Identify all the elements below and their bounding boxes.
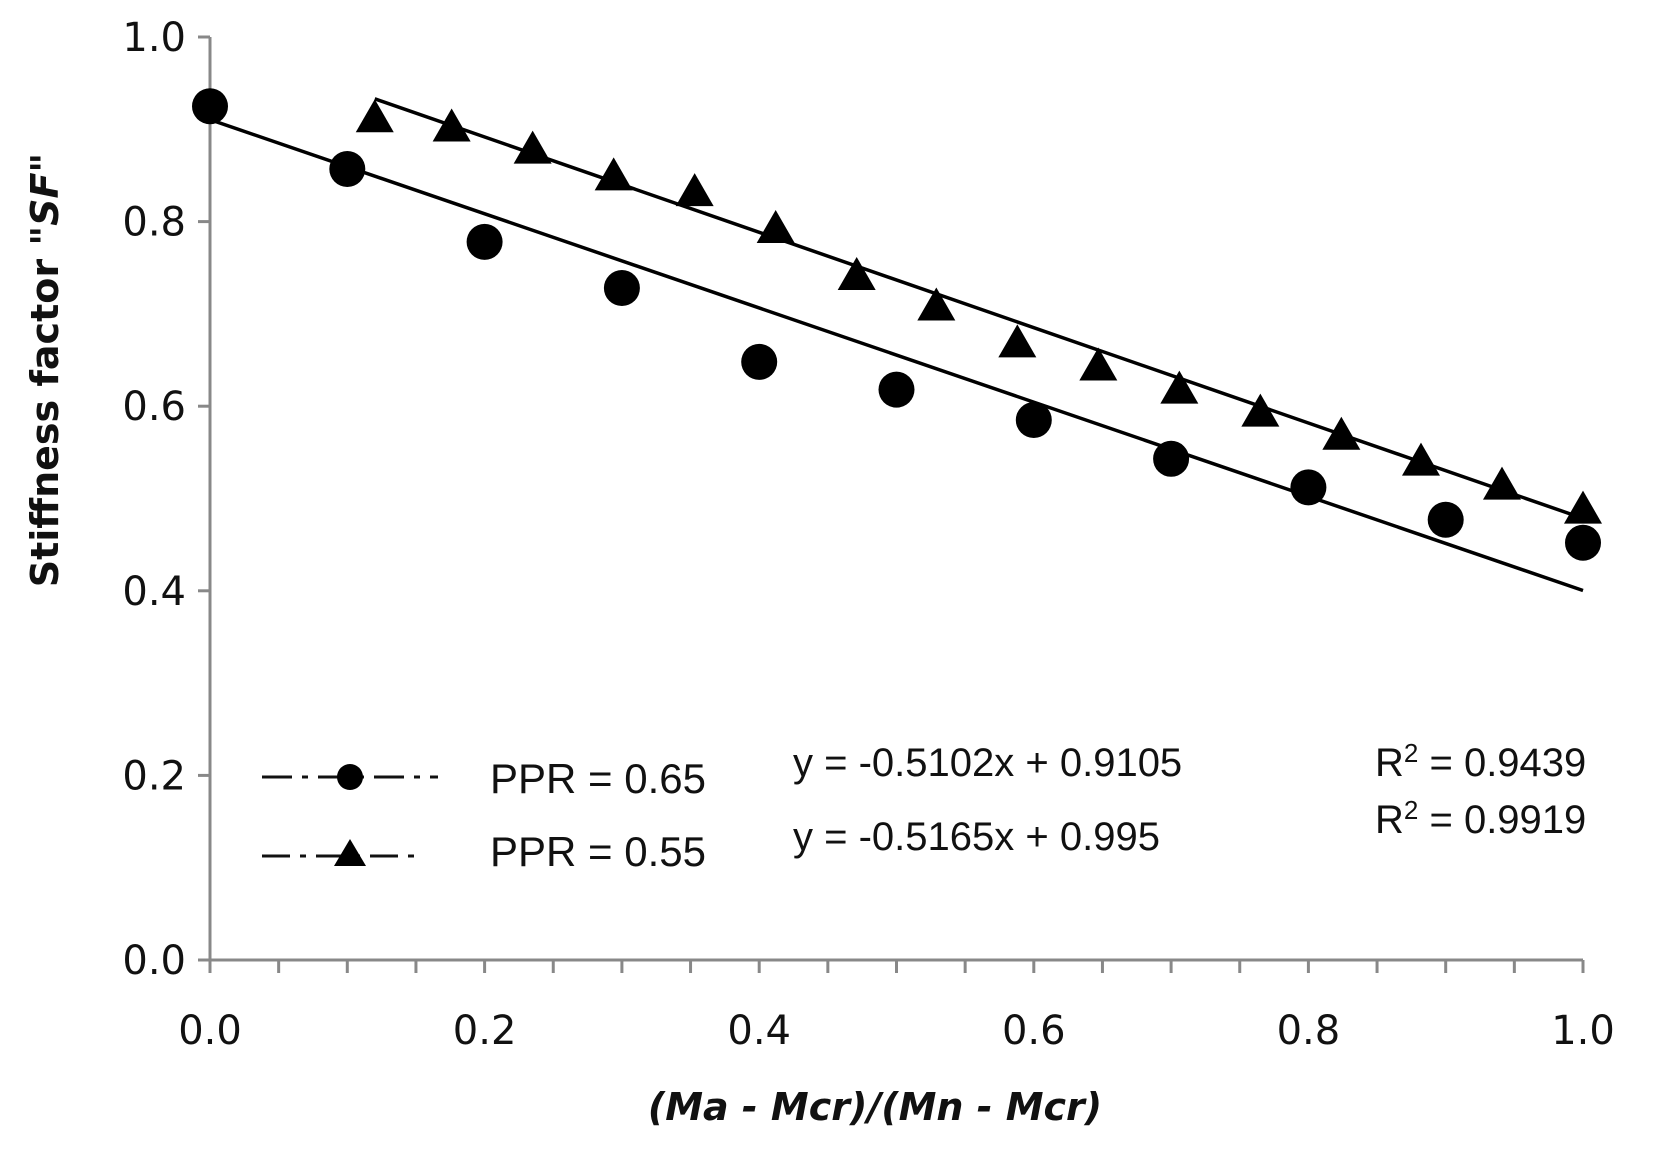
r2-value: = 0.9439 [1418, 741, 1586, 785]
data-points [192, 88, 1602, 561]
point-circle [1565, 524, 1601, 561]
legend-entry-ppr-065: PPR = 0.65 y = -0.5102x + 0.9105 R2 = 0.… [262, 738, 1586, 802]
point-triangle [1322, 416, 1361, 450]
point-triangle [1564, 490, 1602, 524]
r2-superscript: 2 [1404, 738, 1418, 768]
point-circle [329, 150, 366, 187]
legend-label-ppr-065: PPR = 0.65 [490, 755, 706, 802]
r2-superscript: 2 [1404, 795, 1418, 825]
r2-label: R [1375, 741, 1404, 785]
tick-labels: 0.0 0.2 0.4 0.6 0.8 1.0 0.0 0.2 0.4 0.6 0.8 1.0 [122, 15, 1614, 1054]
x-tick-label: 1.0 [1551, 1008, 1615, 1054]
point-triangle [756, 209, 795, 243]
point-circle [603, 270, 640, 307]
x-tick-label: 0.4 [727, 1008, 791, 1054]
r2-label: R [1375, 798, 1404, 842]
point-circle [878, 371, 915, 408]
point-circle [466, 223, 503, 260]
y-tick-label: 0.2 [122, 753, 186, 799]
point-triangle [1241, 393, 1280, 427]
point-triangle [1401, 442, 1440, 476]
legend-equation-ppr-065: y = -0.5102x + 0.9105 [793, 741, 1182, 785]
x-tick-label: 0.6 [1002, 1008, 1066, 1054]
y-tick-label: 0.8 [122, 200, 186, 246]
point-triangle [998, 324, 1037, 358]
point-triangle [1079, 347, 1118, 381]
point-circle [192, 88, 228, 125]
y-axis-title: Stiffness factor "SF" [23, 153, 67, 588]
x-axis-title: (Ma - Mcr)/(Mn - Mcr) [648, 1085, 1102, 1129]
point-circle [1015, 402, 1052, 439]
y-axis-title-suffix: " [23, 153, 67, 173]
x-tick-label: 0.2 [453, 1008, 517, 1054]
legend-entry-ppr-055: PPR = 0.55 y = -0.5165x + 0.995 R2 = 0.9… [262, 795, 1586, 875]
y-axis-title-emphasis: SF [23, 173, 67, 226]
x-tick-label: 0.0 [178, 1008, 242, 1054]
trendline-series-1 [374, 97, 1584, 520]
point-triangle [1160, 370, 1199, 404]
legend-r2-ppr-065: R2 = 0.9439 [1375, 738, 1586, 785]
legend-marker-triangle-icon [334, 839, 366, 866]
point-triangle [837, 257, 876, 291]
point-triangle [432, 108, 471, 142]
point-triangle [513, 130, 552, 164]
legend-r2-ppr-055: R2 = 0.9919 [1375, 795, 1586, 842]
point-triangle [917, 287, 956, 321]
legend: PPR = 0.65 y = -0.5102x + 0.9105 R2 = 0.… [262, 738, 1586, 875]
r2-value: = 0.9919 [1418, 798, 1586, 842]
legend-equation-ppr-055: y = -0.5165x + 0.995 [793, 815, 1160, 859]
point-circle [1427, 501, 1464, 538]
y-tick-label: 1.0 [122, 15, 186, 61]
trendline-series-0 [209, 117, 1584, 593]
tick-marks [198, 35, 1585, 973]
point-triangle [594, 157, 633, 191]
legend-marker-circle-icon [337, 764, 363, 790]
point-triangle [1482, 466, 1521, 500]
y-tick-label: 0.0 [122, 938, 186, 984]
y-axis-title-prefix: Stiffness factor " [23, 226, 67, 587]
legend-label-ppr-055: PPR = 0.55 [490, 828, 706, 875]
point-triangle [355, 99, 394, 133]
y-tick-label: 0.4 [122, 569, 186, 615]
y-tick-label: 0.6 [122, 384, 186, 430]
point-circle [1153, 440, 1190, 477]
point-circle [1290, 469, 1327, 506]
point-circle [741, 343, 778, 380]
x-tick-label: 0.8 [1277, 1008, 1341, 1054]
point-triangle [675, 173, 714, 207]
trendlines [209, 97, 1584, 593]
